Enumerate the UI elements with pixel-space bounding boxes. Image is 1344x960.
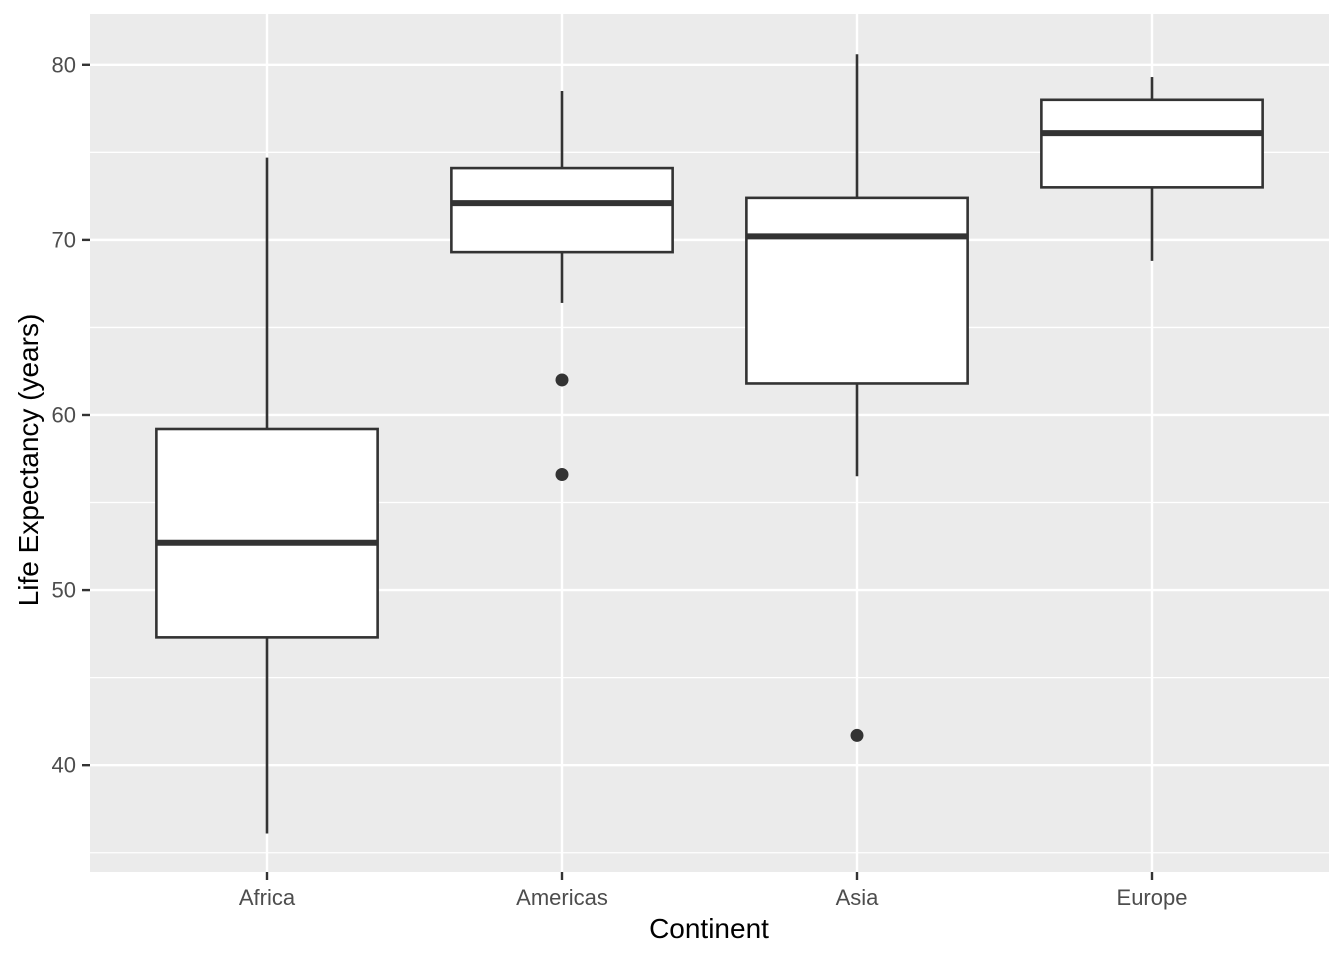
iqr-box-asia [745, 196, 969, 385]
boxplot-americas [450, 91, 674, 482]
y-axis-title: Life Expectancy (years) [13, 314, 44, 607]
data-layer [155, 54, 1264, 834]
axis-layer: 40 50 60 70 80 Africa Americas Asia Europe [52, 52, 1188, 910]
y-tick-label-60: 60 [52, 402, 76, 427]
outlier-point-americas-62 [555, 373, 569, 387]
x-axis-title: Continent [649, 913, 769, 944]
outlier-point-asia-41.7 [850, 728, 864, 742]
outlier-point-americas-56.6 [555, 468, 569, 482]
iqr-box-americas [450, 166, 674, 254]
y-tick-label-50: 50 [52, 578, 76, 603]
y-tick-label-80: 80 [52, 52, 76, 77]
boxplot-europe [1040, 77, 1264, 261]
x-tick-label-europe: Europe [1117, 885, 1188, 910]
iqr-box-africa [155, 427, 379, 639]
iqr-box-europe [1040, 98, 1264, 189]
boxplot-asia [745, 54, 969, 742]
x-tick-label-americas: Americas [516, 885, 608, 910]
boxplot-africa [155, 157, 379, 834]
x-tick-label-africa: Africa [239, 885, 296, 910]
x-tick-label-asia: Asia [836, 885, 880, 910]
y-tick-label-40: 40 [52, 753, 76, 778]
y-tick-label-70: 70 [52, 227, 76, 252]
